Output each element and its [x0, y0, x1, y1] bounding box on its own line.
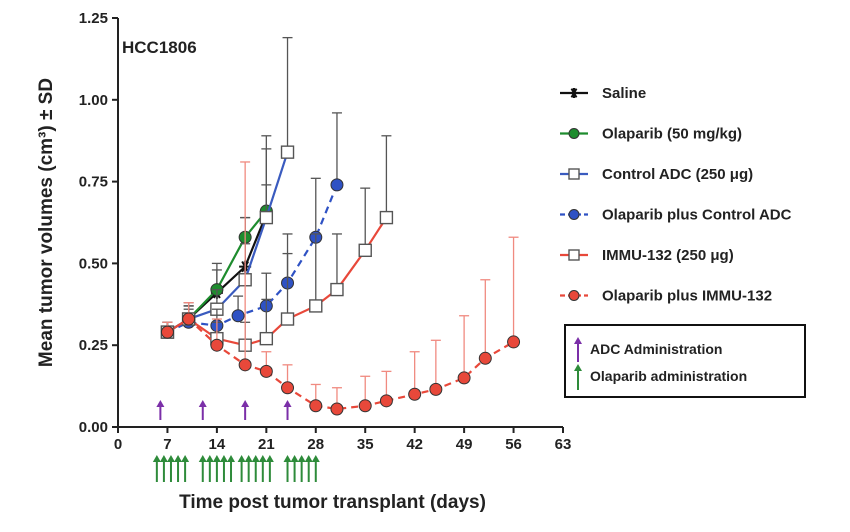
olaparib-arrow-head	[174, 455, 183, 462]
data-point	[182, 312, 196, 326]
series-2	[160, 36, 295, 339]
legend-label: Olaparib plus Control ADC	[602, 207, 792, 224]
legend-label: Saline	[602, 85, 646, 102]
x-tick-label: 0	[114, 436, 122, 453]
y-tick-label: 0.00	[79, 419, 108, 436]
olaparib-arrow-head	[258, 455, 267, 462]
plot-marks	[160, 36, 521, 416]
x-tick-label: 7	[163, 436, 171, 453]
legend-marker	[568, 249, 580, 261]
olaparib-arrow-head	[159, 455, 168, 462]
olaparib-arrow-head	[205, 455, 214, 462]
olaparib-arrow-head	[152, 455, 161, 462]
legend-label: IMMU-132 (250 μg)	[602, 247, 734, 264]
y-tick-label: 0.50	[79, 255, 108, 272]
adc-arrow-head	[156, 400, 165, 407]
data-point	[507, 335, 521, 349]
olaparib-arrow-head	[304, 455, 313, 462]
olaparib-arrow-head	[265, 455, 274, 462]
x-tick-label: 28	[307, 436, 324, 453]
y-tick-label: 0.25	[79, 337, 108, 354]
data-point	[429, 382, 443, 396]
x-tick-label: 14	[209, 436, 226, 453]
olaparib-arrow-head	[297, 455, 306, 462]
series-line	[166, 317, 515, 411]
x-tick-label: 56	[505, 436, 522, 453]
x-tick-label: 21	[258, 436, 275, 453]
legend-olaparib-arrow-head	[574, 364, 582, 371]
y-tick-label: 0.75	[79, 174, 108, 191]
data-point	[457, 371, 471, 385]
data-point	[231, 309, 245, 323]
olaparib-arrow-head	[198, 455, 207, 462]
olaparib-arrow-head	[290, 455, 299, 462]
x-axis-title: Time post tumor transplant (days)	[179, 492, 486, 513]
legend-marker	[568, 290, 580, 301]
legend-marker	[568, 128, 580, 139]
x-tick-label: 63	[555, 436, 572, 453]
data-point	[210, 338, 224, 352]
series-4	[160, 135, 394, 352]
olaparib-arrow-head	[227, 455, 236, 462]
legend-label: Control ADC (250 μg)	[602, 166, 753, 183]
data-point	[309, 299, 323, 313]
data-point	[259, 331, 274, 346]
y-tick-label: 1.00	[79, 92, 108, 109]
series-line	[166, 216, 388, 347]
legend-marker	[568, 209, 580, 220]
panel-label: HCC1806	[122, 38, 197, 57]
legend-adc-arrow-head	[574, 337, 582, 344]
olaparib-arrow-head	[237, 455, 246, 462]
data-point	[309, 399, 323, 413]
legend-label: Olaparib (50 mg/kg)	[602, 126, 742, 143]
adc-arrow-head	[198, 400, 207, 407]
administration-legend-box	[564, 324, 806, 398]
data-point	[280, 312, 295, 326]
data-point	[408, 387, 422, 401]
data-point	[358, 399, 372, 413]
data-point	[238, 358, 252, 372]
adc-arrow-head	[241, 400, 250, 407]
x-tick-label: 49	[456, 436, 473, 453]
y-axis-title: Mean tumor volumes (cm³) ± SD	[36, 78, 57, 367]
x-tick-label: 35	[357, 436, 374, 453]
olaparib-arrow-head	[166, 455, 175, 462]
data-point	[330, 402, 344, 416]
data-point	[478, 351, 492, 365]
data-point	[330, 282, 344, 297]
olaparib-arrow-head	[219, 455, 228, 462]
legend-olaparib-label: Olaparib administration	[590, 368, 747, 384]
olaparib-arrow-head	[244, 455, 253, 462]
olaparib-arrow-head	[251, 455, 260, 462]
administration-arrows	[152, 400, 320, 482]
data-point	[280, 145, 295, 159]
data-point	[330, 178, 344, 192]
data-point	[358, 243, 372, 258]
data-point	[281, 381, 295, 395]
data-point	[259, 364, 273, 378]
plot-axes: 0.00 0.25 0.50 0.75 1.00 1.25 0 7 14 21 28 35 42 49 56…	[36, 10, 571, 513]
legend-adc-label: ADC Administration	[590, 341, 722, 357]
olaparib-arrow-head	[311, 455, 320, 462]
legend-marker	[568, 168, 580, 180]
legend: Saline Olaparib (50 mg/kg) Control ADC (25…	[560, 85, 806, 398]
series-5	[160, 161, 521, 416]
y-tick-label: 1.25	[79, 10, 108, 27]
legend-label: Olaparib plus IMMU-132	[602, 288, 772, 305]
x-tick-label: 42	[406, 436, 423, 453]
data-point	[379, 394, 393, 408]
adc-arrow-head	[283, 400, 292, 407]
olaparib-arrow-head	[283, 455, 292, 462]
data-point	[379, 210, 394, 225]
olaparib-arrow-head	[212, 455, 221, 462]
data-point	[160, 325, 174, 339]
legend-marker	[569, 88, 579, 98]
olaparib-arrow-head	[181, 455, 190, 462]
data-point	[259, 210, 274, 225]
